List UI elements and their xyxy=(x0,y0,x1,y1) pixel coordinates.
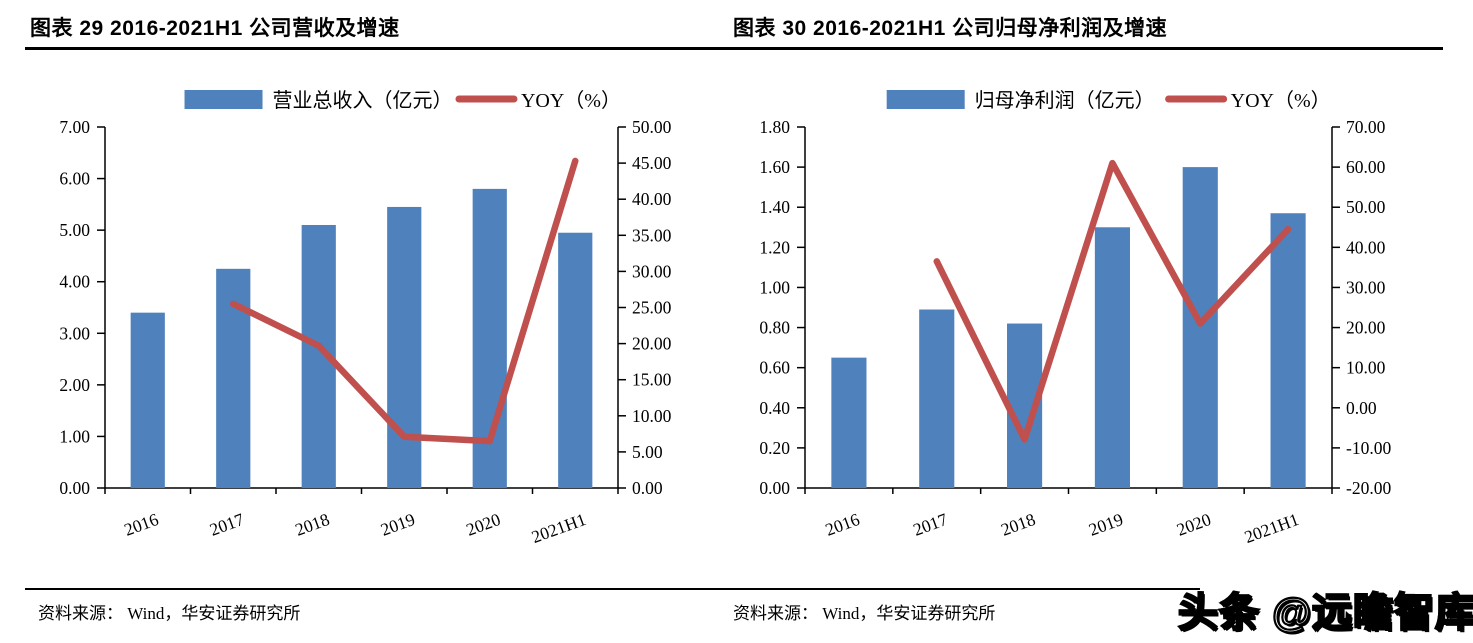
left-axis-tick-label: 1.60 xyxy=(759,157,790,177)
right-axis-tick-label: 50.00 xyxy=(632,117,672,137)
legend-line-label: YOY（%） xyxy=(521,89,621,112)
right-axis-tick-label: 15.00 xyxy=(632,370,672,390)
left-axis-tick-label: 0.20 xyxy=(759,438,790,458)
left-axis-tick-label: 0.60 xyxy=(759,358,790,378)
bar-2019 xyxy=(387,206,422,488)
chart29-title: 图表 29 2016-2021H1 公司营收及增速 xyxy=(30,17,400,40)
x-axis-label: 2020 xyxy=(463,509,503,540)
right-axis-tick-label: 10.00 xyxy=(1346,358,1386,378)
chart30-title: 图表 30 2016-2021H1 公司归母净利润及增速 xyxy=(733,17,1168,40)
right-axis-tick-label: 60.00 xyxy=(1346,157,1386,177)
x-axis-label: 2017 xyxy=(910,509,950,540)
x-axis-label: 2016 xyxy=(121,509,161,540)
legend-bar-swatch xyxy=(184,90,263,109)
x-axis-label: 2019 xyxy=(378,509,418,540)
left-axis-tick-label: 2.00 xyxy=(59,375,90,395)
yoy-line xyxy=(933,159,1292,443)
x-axis-label: 2021H1 xyxy=(529,509,589,547)
right-axis-tick-label: 30.00 xyxy=(1346,277,1386,297)
bar-2021H1 xyxy=(1270,213,1306,488)
revenue-growth-chart: 0.00 1.00 2.00 3.00 4.00 5.00 6.00 7.00 0.00 5.00… xyxy=(59,89,672,547)
net-profit-growth-chart: 0.00 0.20 0.40 0.60 0.80 1.00 1.20 1.40 1.60 1.80… xyxy=(759,89,1391,547)
legend-line-label: YOY（%） xyxy=(1231,89,1331,112)
right-axis-tick-label: 5.00 xyxy=(632,442,663,462)
chart29-source: 资料来源： Wind，华安证券研究所 xyxy=(38,604,301,623)
right-axis-tick-label: 40.00 xyxy=(632,189,672,209)
right-axis-tick-label: 0.00 xyxy=(632,478,663,498)
left-axis-tick-label: 0.40 xyxy=(759,398,790,418)
left-axis-tick-label: 1.00 xyxy=(759,277,790,297)
left-axis-tick-label: 0.00 xyxy=(759,478,790,498)
right-axis-tick-label: -20.00 xyxy=(1346,478,1391,498)
right-axis-tick-label: -10.00 xyxy=(1346,438,1391,458)
title-underline xyxy=(25,47,1443,50)
left-axis-tick-label: 6.00 xyxy=(59,169,90,189)
right-axis-tick-label: 50.00 xyxy=(1346,197,1386,217)
legend-bar-label: 营业总收入（亿元） xyxy=(273,89,453,112)
left-axis-tick-label: 1.20 xyxy=(759,237,790,257)
x-axis-label: 2018 xyxy=(292,509,332,540)
left-axis-tick-label: 4.00 xyxy=(59,272,90,292)
legend-bar-swatch xyxy=(886,90,965,109)
x-axis-label: 2020 xyxy=(1174,509,1214,540)
bar-2020 xyxy=(1182,167,1218,488)
right-axis-tick-label: 10.00 xyxy=(632,406,672,426)
chart30-source: 资料来源： Wind，华安证券研究所 xyxy=(733,604,996,623)
watermark: 头条 @远瞻智库 xyxy=(1177,590,1473,636)
left-axis-tick-label: 1.00 xyxy=(59,426,90,446)
right-axis-tick-label: 25.00 xyxy=(632,298,672,318)
yoy-line xyxy=(230,157,579,445)
x-axis-label: 2021H1 xyxy=(1242,509,1302,547)
bar-2017 xyxy=(919,309,955,488)
x-axis-label: 2017 xyxy=(207,509,247,540)
x-axis-label: 2018 xyxy=(998,509,1038,540)
right-axis-tick-label: 35.00 xyxy=(632,225,672,245)
left-axis-tick-label: 3.00 xyxy=(59,323,90,343)
left-axis-tick-label: 1.80 xyxy=(759,117,790,137)
right-axis-tick-label: 20.00 xyxy=(1346,318,1386,338)
bar-2019 xyxy=(1094,227,1130,488)
right-axis-tick-label: 30.00 xyxy=(632,261,672,281)
left-axis-tick-label: 7.00 xyxy=(59,117,90,137)
x-axis-label: 2019 xyxy=(1086,509,1126,540)
left-axis-tick-label: 1.40 xyxy=(759,197,790,217)
right-axis-tick-label: 40.00 xyxy=(1346,237,1386,257)
bar-2016 xyxy=(831,357,867,488)
x-axis-label: 2016 xyxy=(823,509,863,540)
left-axis-tick-label: 0.00 xyxy=(59,478,90,498)
legend-bar-label: 归母净利润（亿元） xyxy=(975,89,1155,112)
right-axis-tick-label: 45.00 xyxy=(632,153,672,173)
right-axis-tick-label: 0.00 xyxy=(1346,398,1377,418)
bar-2021H1 xyxy=(558,232,593,488)
left-axis-tick-label: 5.00 xyxy=(59,220,90,240)
source-divider-rule xyxy=(25,588,1200,590)
right-axis-tick-label: 20.00 xyxy=(632,334,672,354)
right-axis-tick-label: 70.00 xyxy=(1346,117,1386,137)
bar-2016 xyxy=(130,312,165,488)
left-axis-tick-label: 0.80 xyxy=(759,318,790,338)
